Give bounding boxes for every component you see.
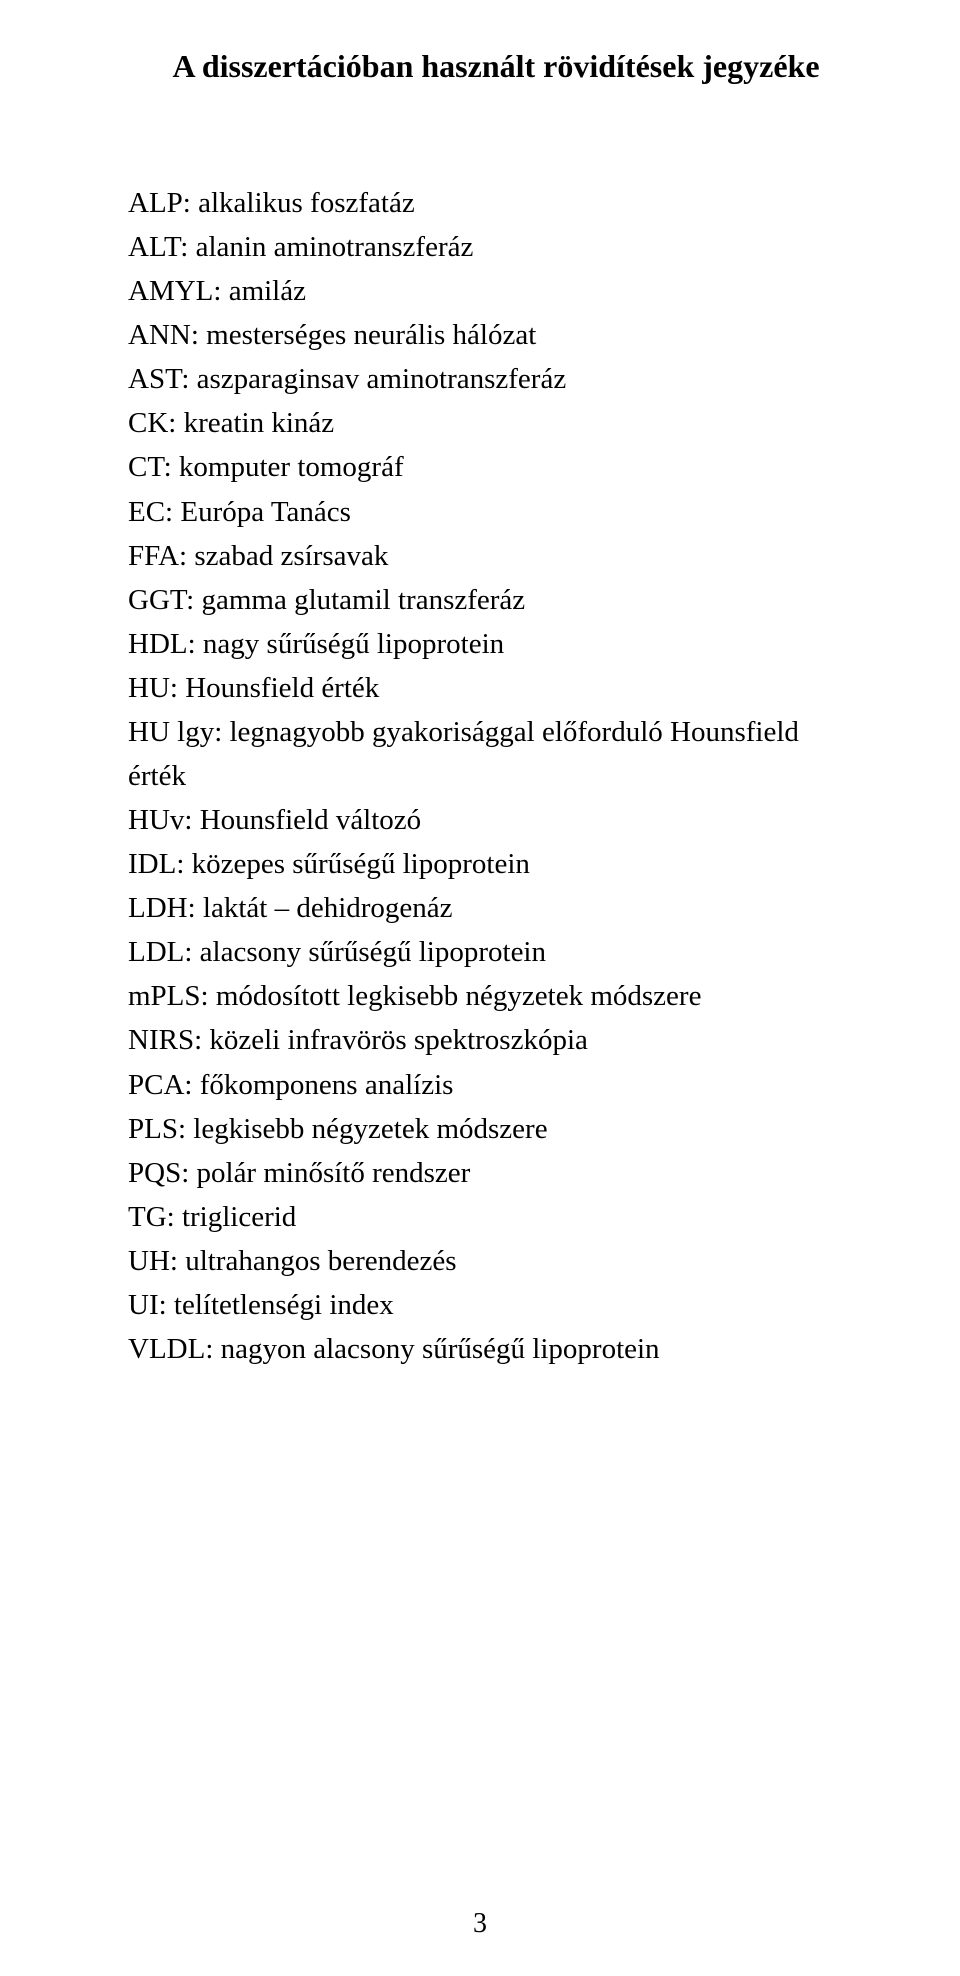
- page-number: 3: [0, 1908, 960, 1940]
- abbr-item: ANN: mesterséges neurális hálózat: [128, 313, 864, 357]
- abbr-item: LDL: alacsony sűrűségű lipoprotein: [128, 930, 864, 974]
- abbr-item: UH: ultrahangos berendezés: [128, 1239, 864, 1283]
- abbr-item: HUv: Hounsfield változó: [128, 798, 864, 842]
- abbr-item: TG: triglicerid: [128, 1195, 864, 1239]
- abbr-item: FFA: szabad zsírsavak: [128, 534, 864, 578]
- abbr-item: EC: Európa Tanács: [128, 490, 864, 534]
- abbr-item: PLS: legkisebb négyzetek módszere: [128, 1107, 864, 1151]
- abbr-item: VLDL: nagyon alacsony sűrűségű lipoprote…: [128, 1327, 864, 1371]
- abbr-item: IDL: közepes sűrűségű lipoprotein: [128, 842, 864, 886]
- abbr-item: mPLS: módosított legkisebb négyzetek mód…: [128, 974, 864, 1018]
- abbreviations-list: ALP: alkalikus foszfatáz ALT: alanin ami…: [128, 181, 864, 1371]
- abbr-item: AST: aszparaginsav aminotranszferáz: [128, 357, 864, 401]
- abbr-item: NIRS: közeli infravörös spektroszkópia: [128, 1018, 864, 1062]
- abbr-item: GGT: gamma glutamil transzferáz: [128, 578, 864, 622]
- abbr-item: ALT: alanin aminotranszferáz: [128, 225, 864, 269]
- page-title: A disszertációban használt rövidítések j…: [128, 48, 864, 85]
- abbr-item: PQS: polár minősítő rendszer: [128, 1151, 864, 1195]
- abbr-item: HU lgy: legnagyobb gyakorisággal előford…: [128, 710, 864, 798]
- abbr-item: PCA: főkomponens analízis: [128, 1063, 864, 1107]
- abbr-item: ALP: alkalikus foszfatáz: [128, 181, 864, 225]
- abbr-item: CT: komputer tomográf: [128, 445, 864, 489]
- abbr-item: HU: Hounsfield érték: [128, 666, 864, 710]
- document-page: A disszertációban használt rövidítések j…: [0, 0, 960, 1976]
- abbr-item: UI: telítetlenségi index: [128, 1283, 864, 1327]
- abbr-item: LDH: laktát – dehidrogenáz: [128, 886, 864, 930]
- abbr-item: AMYL: amiláz: [128, 269, 864, 313]
- abbr-item: CK: kreatin kináz: [128, 401, 864, 445]
- abbr-item: HDL: nagy sűrűségű lipoprotein: [128, 622, 864, 666]
